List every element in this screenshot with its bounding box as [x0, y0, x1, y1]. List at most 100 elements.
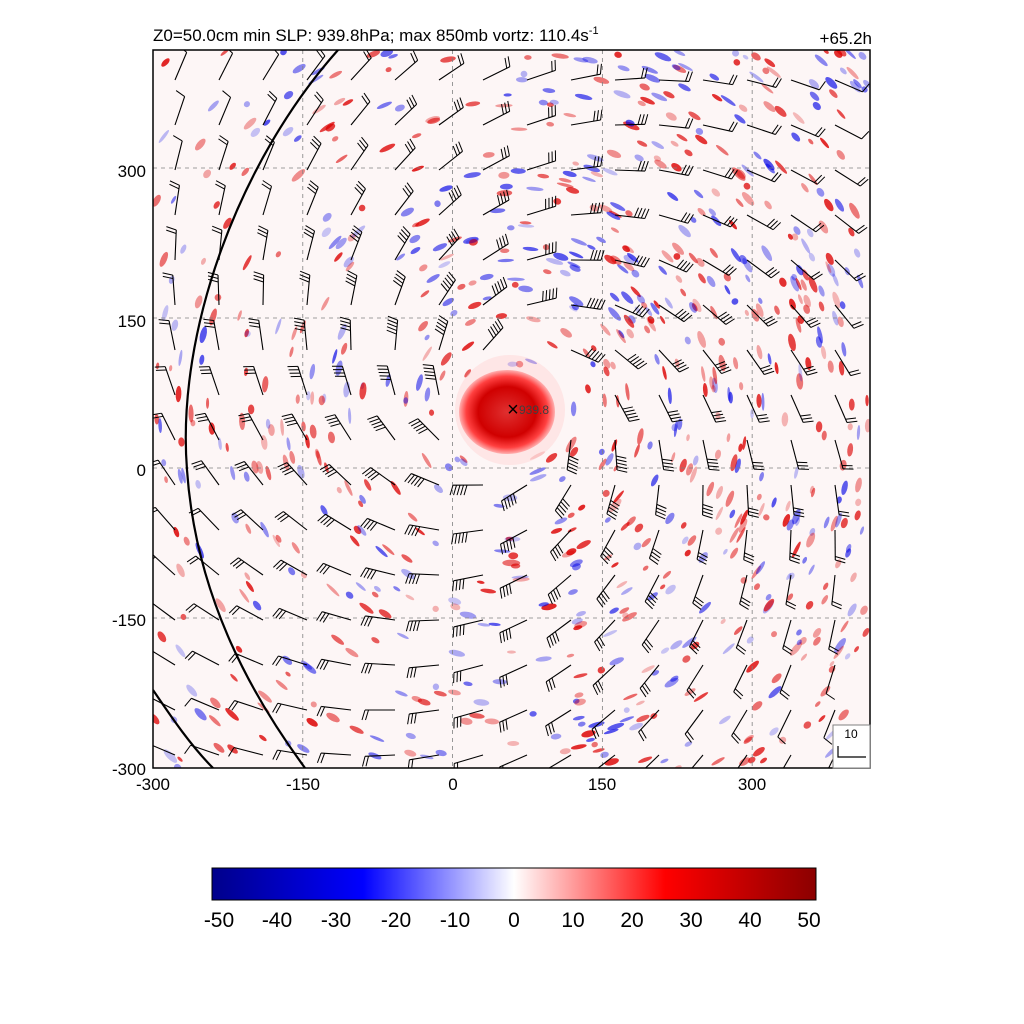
- vorticity-speckle: [771, 631, 778, 638]
- vorticity-speckle: [282, 126, 294, 137]
- wind-barb: [834, 169, 869, 187]
- vorticity-speckle: [477, 623, 491, 627]
- vorticity-speckle: [670, 452, 676, 463]
- wind-barb: [349, 225, 363, 261]
- wind-barb: [702, 214, 738, 228]
- vorticity-speckle: [213, 742, 225, 753]
- vorticity-speckle: [388, 53, 398, 59]
- vorticity-speckle: [442, 297, 454, 307]
- vorticity-speckle: [511, 281, 519, 288]
- wind-barb: [702, 74, 738, 86]
- vorticity-speckle: [808, 564, 815, 575]
- vorticity-speckle: [468, 280, 477, 286]
- wind-barb: [614, 255, 650, 268]
- vorticity-speckle: [622, 245, 630, 253]
- vorticity-speckle: [676, 133, 688, 142]
- vorticity-speckle: [728, 391, 733, 404]
- vorticity-speckle: [620, 522, 630, 531]
- wind-barb: [782, 619, 793, 655]
- vorticity-speckle: [695, 127, 704, 135]
- vorticity-speckle: [631, 269, 640, 278]
- vorticity-speckle: [844, 653, 851, 660]
- vorticity-speckle: [203, 169, 212, 179]
- wind-barb: [317, 513, 352, 531]
- vorticity-speckle: [840, 620, 849, 633]
- vorticity-speckle: [206, 397, 210, 409]
- vorticity-speckle: [567, 261, 581, 268]
- vorticity-speckle: [854, 510, 861, 521]
- vorticity-speckle: [761, 83, 774, 94]
- colorbar-tick-label: -20: [381, 909, 411, 932]
- vorticity-speckle: [857, 274, 864, 289]
- wind-barb: [526, 195, 557, 216]
- vorticity-speckle: [735, 198, 744, 208]
- vorticity-speckle: [774, 105, 787, 117]
- wind-barb: [746, 394, 770, 423]
- vorticity-speckle: [738, 104, 748, 112]
- vorticity-speckle: [839, 301, 846, 310]
- vorticity-speckle: [588, 721, 605, 728]
- vorticity-speckle: [574, 621, 588, 629]
- vorticity-speckle: [715, 144, 729, 156]
- vorticity-speckle: [515, 77, 528, 83]
- vorticity-speckle: [636, 714, 650, 723]
- vorticity-speckle: [223, 217, 232, 229]
- wind-barb: [272, 702, 308, 714]
- vorticity-speckle: [574, 93, 593, 100]
- vorticity-speckle: [641, 65, 658, 74]
- vorticity-speckle: [434, 200, 441, 208]
- wind-barb: [453, 709, 484, 729]
- vorticity-speckle: [554, 517, 568, 525]
- vorticity-speckle: [679, 458, 687, 473]
- vorticity-speckle: [619, 607, 630, 614]
- vorticity-speckle: [316, 450, 322, 466]
- vorticity-speckle: [672, 242, 684, 255]
- vorticity-speckle: [550, 733, 562, 740]
- vorticity-speckle: [779, 277, 787, 287]
- vorticity-speckle: [390, 480, 401, 495]
- vorticity-speckle: [559, 476, 566, 482]
- vorticity-speckle: [746, 660, 759, 673]
- vorticity-speckle: [348, 407, 352, 424]
- wind-barb: [777, 709, 792, 745]
- vorticity-speckle: [463, 681, 473, 687]
- wind-barb: [790, 124, 826, 138]
- vorticity-speckle: [592, 748, 605, 753]
- vorticity-speckle: [809, 91, 820, 101]
- wind-barb: [405, 619, 440, 632]
- vorticity-speckle: [838, 709, 849, 721]
- vorticity-speckle: [701, 366, 706, 382]
- vorticity-speckle: [827, 360, 834, 373]
- vorticity-speckle: [177, 468, 183, 484]
- wind-barb: [499, 664, 528, 688]
- vorticity-speckle: [759, 471, 764, 482]
- vorticity-speckle: [280, 419, 284, 436]
- vorticity-speckle: [519, 221, 532, 225]
- vorticity-speckle: [808, 79, 820, 89]
- wind-barb: [702, 259, 737, 276]
- vorticity-speckle: [693, 189, 704, 199]
- wind-barb: [316, 705, 352, 717]
- wind-barb: [746, 169, 782, 183]
- vorticity-speckle: [195, 479, 201, 489]
- vorticity-speckle: [306, 718, 318, 727]
- vorticity-speckle: [709, 73, 720, 81]
- wind-barb: [789, 529, 801, 564]
- wind-barb: [394, 94, 418, 126]
- vorticity-speckle: [415, 218, 430, 227]
- vorticity-speckle: [730, 248, 741, 263]
- wind-barb: [452, 574, 484, 592]
- vorticity-speckle: [464, 369, 472, 378]
- vorticity-speckle: [774, 362, 779, 375]
- wind-barb: [790, 79, 826, 91]
- vorticity-speckle: [815, 421, 823, 433]
- wind-barb: [238, 413, 264, 441]
- vorticity-speckle: [529, 474, 547, 482]
- vorticity-speckle: [416, 374, 423, 391]
- wind-barb: [746, 124, 782, 135]
- vorticity-speckle: [359, 382, 367, 400]
- vorticity-speckle: [660, 584, 666, 590]
- vorticity-speckle: [790, 276, 800, 292]
- wind-barb: [438, 228, 460, 261]
- vorticity-speckle: [551, 53, 569, 59]
